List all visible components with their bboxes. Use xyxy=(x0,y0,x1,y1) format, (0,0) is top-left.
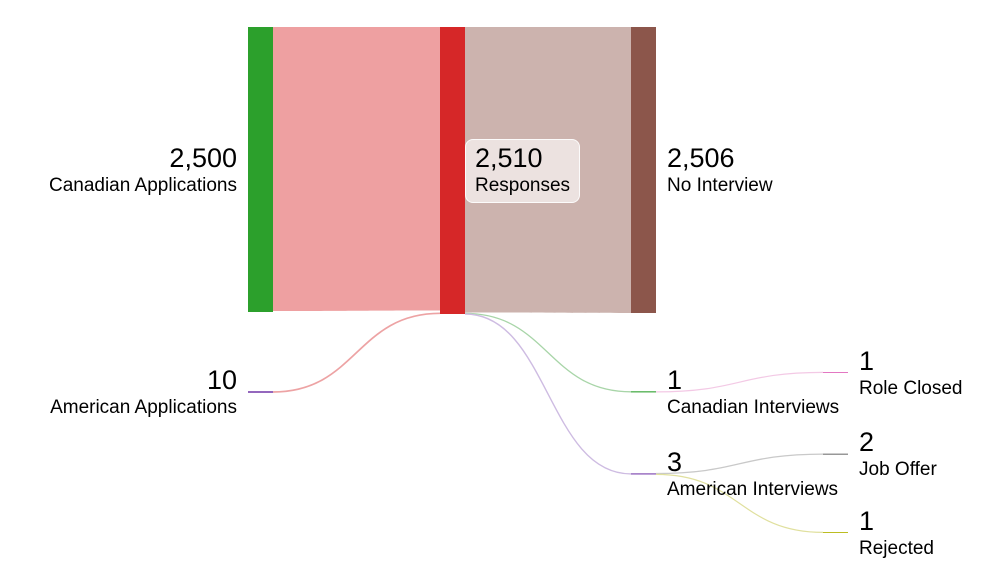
node-job_offer[interactable] xyxy=(823,453,848,455)
link-american_interviews-job_offer[interactable] xyxy=(655,453,824,475)
node-rejected[interactable] xyxy=(823,532,848,533)
node-no_interview[interactable] xyxy=(631,27,656,313)
link-canadian_interviews-role_closed[interactable] xyxy=(655,371,824,393)
link-responses-american_interviews[interactable] xyxy=(464,313,632,475)
node-responses[interactable] xyxy=(440,27,465,314)
link-canadian_applications-responses[interactable] xyxy=(273,27,440,311)
link-responses-canadian_interviews[interactable] xyxy=(464,312,632,393)
link-american_applications-responses[interactable] xyxy=(272,312,441,393)
node-american_interviews[interactable] xyxy=(631,473,656,475)
link-american_interviews-rejected[interactable] xyxy=(655,473,824,533)
node-canadian_interviews[interactable] xyxy=(631,391,656,393)
node-role_closed[interactable] xyxy=(823,372,848,373)
node-american_applications[interactable] xyxy=(248,391,273,393)
link-responses-no_interview[interactable] xyxy=(465,27,631,313)
node-canadian_applications[interactable] xyxy=(248,27,273,312)
